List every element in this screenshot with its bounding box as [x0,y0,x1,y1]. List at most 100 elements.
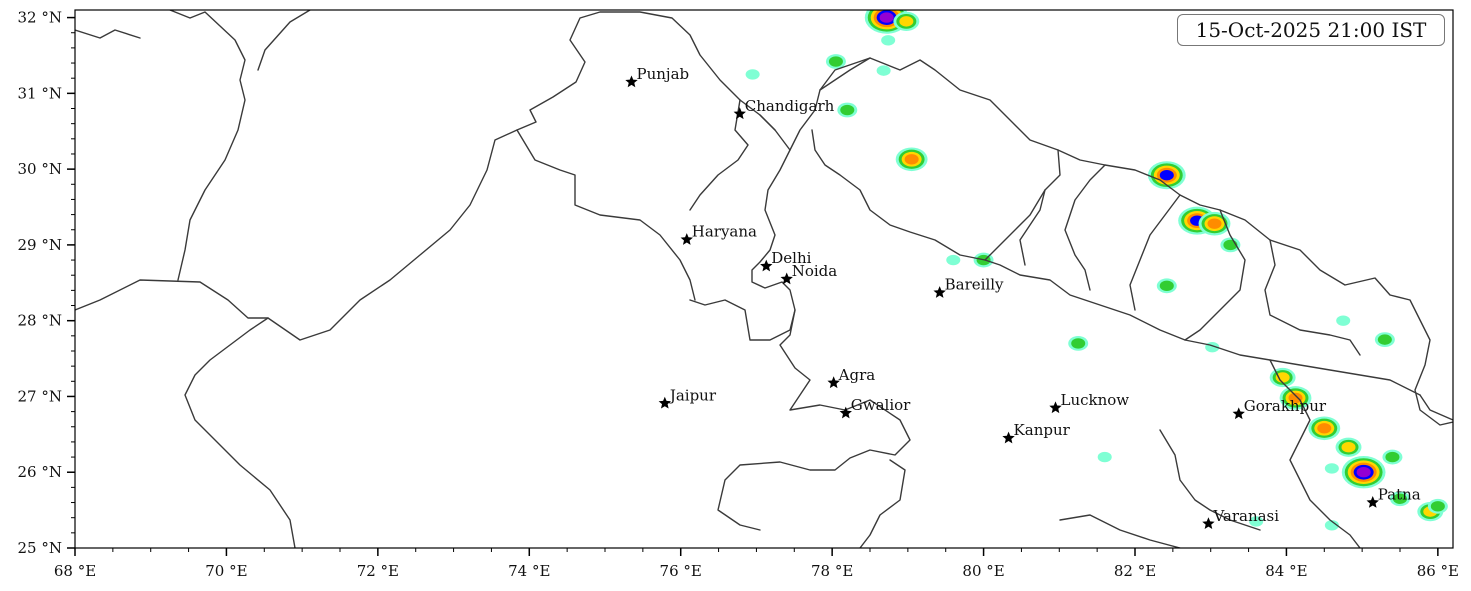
province-border-2 [257,10,311,71]
precip-cell [1341,456,1386,489]
city-label: Patna [1378,486,1421,504]
city-marker: Punjab [625,65,689,88]
x-tick-label: 80 °E [962,562,1004,580]
star-icon [933,286,946,298]
precip-cell [946,254,961,266]
star-icon [1232,407,1245,420]
state-border-up-west [717,309,911,531]
city-marker: Gorakhpur [1232,397,1327,420]
precip-contour-level-2 [1071,338,1086,349]
precip-contour-level-1 [1249,516,1264,527]
precip-contour-level-2 [1430,501,1445,512]
y-tick-label: 31 °N [18,84,62,102]
city-label: Bareilly [945,276,1004,294]
map-frame [74,9,1454,549]
nepal-province-4 [1184,209,1246,341]
precip-contour-level-3 [899,16,914,27]
state-border-bihar-east [1419,394,1453,421]
precip-contour-level-5 [1159,169,1174,181]
x-tick-label: 82 °E [1114,562,1156,580]
city-marker: Patna [1366,486,1421,508]
city-marker: Agra [827,366,875,389]
nepal-province-3 [1129,194,1181,311]
city-marker: Lucknow [1049,391,1130,414]
star-icon [1002,431,1015,444]
x-tick-label: 70 °E [205,562,247,580]
city-marker: Varanasi [1202,507,1279,530]
city-marker: Kanpur [1002,421,1071,444]
precip-cell [1374,332,1395,348]
precip-cell [745,69,760,80]
nepal-province-1 [1019,189,1046,266]
y-tick-label: 30 °N [18,160,62,178]
precip-cell [1068,336,1089,351]
state-border-mp-south [1159,429,1261,531]
star-icon [1366,496,1379,508]
city-label: Gwalior [851,396,911,414]
city-label: Lucknow [1061,391,1130,409]
precip-cell [1269,367,1296,388]
x-tick-label: 84 °E [1265,562,1307,580]
precip-cell [1147,161,1186,190]
state-border-rajasthan-mp [859,459,906,548]
state-border-uttarakhand [789,57,1061,261]
city-marker: Bareilly [933,276,1004,298]
international-border-west [75,11,776,341]
precip-contour-level-1 [1324,463,1339,474]
precip-cell [1335,437,1362,457]
star-icon [680,233,693,245]
precip-cell [1382,449,1403,465]
province-border-1 [169,10,246,281]
precip-contour-level-4 [1288,392,1303,404]
precip-contour-level-4 [1207,218,1222,229]
state-border-punjab [516,129,696,301]
precip-cell [1156,278,1177,294]
precip-cell [1390,491,1410,507]
state-border-haryana [689,99,749,211]
international-border-nepal [1057,149,1453,426]
y-tick-label: 28 °N [18,312,62,330]
timestamp-label: 15-Oct-2025 21:00 IST [1177,14,1445,46]
precip-contour-level-4 [1317,423,1332,434]
star-icon [780,272,793,285]
city-label: Noida [792,262,838,280]
city-marker: Noida [780,262,838,285]
precip-cell [881,35,896,46]
precip-contour-level-2 [828,56,843,67]
city-marker: Chandigarh [733,97,835,120]
precip-cell [1220,237,1241,253]
map-plot-area [75,10,1453,548]
precip-cell [837,102,858,118]
state-border-uttarakhand-north [819,57,871,91]
precip-cell [1249,516,1264,527]
precip-cell [1097,451,1112,463]
state-border-up-south [1059,514,1181,548]
precip-contour-level-1 [946,254,961,266]
y-tick-label: 26 °N [18,463,62,481]
precip-contour-level-2 [1377,334,1392,345]
x-tick-label: 78 °E [811,562,853,580]
precip-cell [1308,416,1341,441]
precip-contour-level-2 [840,104,855,116]
star-icon [733,107,746,120]
star-icon [760,259,773,272]
precip-contour-level-1 [1336,315,1351,326]
city-label: Kanpur [1014,421,1071,439]
precip-cell [1324,463,1339,474]
x-tick-label: 76 °E [660,562,702,580]
y-tick-label: 25 °N [18,539,62,557]
city-label: Chandigarh [745,97,835,115]
precip-contour-level-1 [876,65,891,76]
star-icon [827,376,840,389]
star-icon [625,75,638,88]
x-tick-label: 72 °E [357,562,399,580]
x-tick-label: 74 °E [508,562,550,580]
precip-contour-level-2 [1392,493,1408,504]
precip-contour-level-1 [1097,451,1112,463]
precip-cell [1336,315,1351,326]
city-marker: Jaipur [658,386,717,409]
city-marker: Delhi [760,249,812,272]
precip-contour-level-3 [1275,372,1290,383]
